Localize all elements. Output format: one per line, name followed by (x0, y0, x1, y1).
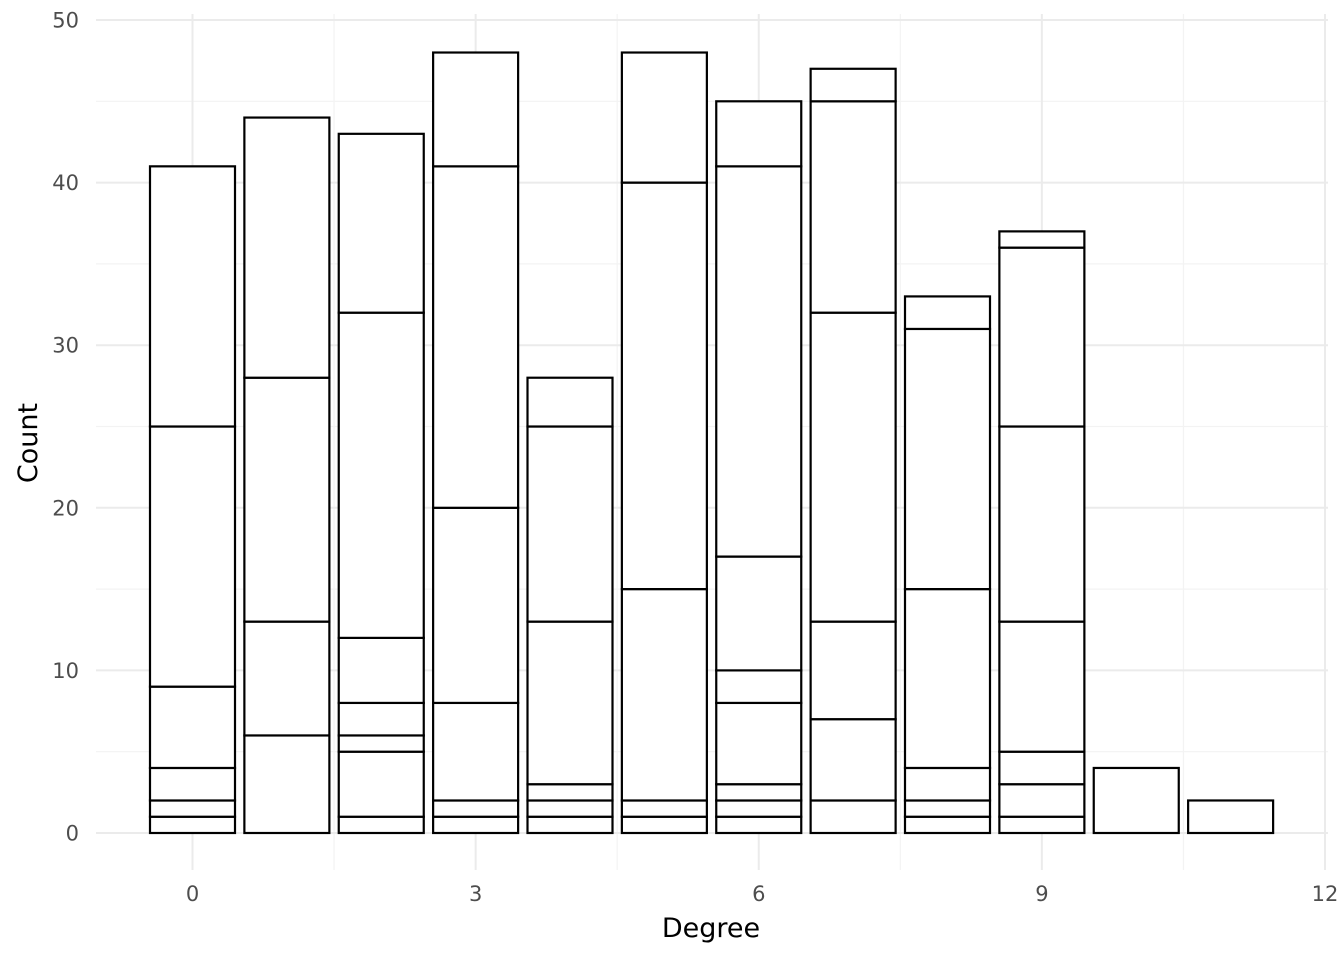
bar-segment (809, 100, 897, 314)
bar-segment (1187, 799, 1275, 835)
bar-segment (526, 799, 614, 818)
bar-stack (148, 165, 237, 835)
bar-segment (526, 815, 614, 835)
bar-segment (903, 799, 992, 818)
bar-segment (148, 685, 237, 770)
bar-segment (243, 376, 331, 623)
bar-stack (903, 295, 992, 835)
bar-segment (998, 750, 1086, 786)
bar-stack (715, 100, 803, 835)
bar-segment (243, 620, 331, 737)
y-tick-label: 20 (52, 496, 79, 520)
bar-stack (809, 67, 897, 835)
bar-segment (620, 51, 708, 184)
y-tick-label: 50 (52, 9, 79, 33)
bar-segment (809, 718, 897, 802)
bar-segment (998, 783, 1086, 818)
x-axis-tick-labels: 0 3 6 9 12 (186, 882, 1339, 906)
bar-segment (998, 620, 1086, 753)
bar-segment (337, 132, 425, 314)
bar-segment (243, 116, 331, 379)
bar-segment (148, 425, 237, 688)
bar-segment (432, 815, 520, 835)
bar-segment (620, 587, 708, 802)
x-tick-label: 3 (469, 882, 482, 906)
bar-segment (998, 230, 1086, 249)
bar-segment (432, 799, 520, 818)
bar-segment (432, 165, 520, 509)
bar-segment (432, 701, 520, 802)
bar-segment (620, 799, 708, 818)
bar-segment (903, 766, 992, 802)
bar-segment (809, 620, 897, 721)
bar-segment (620, 181, 708, 591)
bar-stack (1187, 799, 1275, 835)
bar-stack (998, 230, 1086, 835)
bar-stack (526, 376, 614, 835)
bar-segment (337, 750, 425, 818)
x-tick-label: 0 (186, 882, 199, 906)
y-tick-label: 0 (66, 822, 79, 846)
bar-segment (998, 246, 1086, 428)
bar-segment (715, 100, 803, 168)
bar-segment (148, 815, 237, 835)
bar-segment (903, 815, 992, 835)
bar-segment (526, 620, 614, 786)
x-tick-label: 12 (1312, 882, 1339, 906)
bar-stack (432, 51, 520, 835)
bar-segment (337, 815, 425, 835)
bar-segment (715, 799, 803, 818)
bar-segment (526, 783, 614, 802)
bar-segment (715, 701, 803, 786)
bar-segment (998, 815, 1086, 835)
bar-segment (809, 311, 897, 623)
bar-segment (337, 701, 425, 737)
bar-segment (526, 376, 614, 428)
x-axis-title: Degree (662, 913, 760, 944)
bar-segment (526, 425, 614, 623)
bar-segment (715, 783, 803, 802)
y-tick-label: 40 (52, 171, 79, 195)
bar-segment (1092, 766, 1180, 835)
y-tick-label: 30 (52, 334, 79, 358)
bar-segment (148, 165, 237, 428)
bar-stack (337, 132, 425, 835)
x-tick-label: 9 (1035, 882, 1048, 906)
bar-segment (337, 636, 425, 705)
x-tick-label: 6 (752, 882, 765, 906)
bar-stack (243, 116, 331, 835)
bar-segment (715, 815, 803, 835)
bar-segment (432, 506, 520, 705)
bar-segment (998, 425, 1086, 623)
bar-segment (432, 51, 520, 168)
y-tick-label: 10 (52, 659, 79, 683)
bar-segment (337, 734, 425, 753)
bar-stack (1092, 766, 1180, 835)
bar-segment (243, 734, 331, 835)
bar-segment (715, 669, 803, 705)
bar-segment (148, 799, 237, 818)
bar-segment (903, 327, 992, 591)
bar-stack (620, 51, 708, 835)
bar-segment (715, 165, 803, 558)
bar-segment (337, 311, 425, 639)
bar-segment (809, 67, 897, 103)
bar-segment (903, 587, 992, 770)
bars-layer (148, 51, 1275, 835)
y-axis-title: Count (13, 403, 44, 483)
bar-segment (620, 815, 708, 835)
y-axis-tick-labels: 0 10 20 30 40 50 (52, 9, 79, 846)
bar-segment (715, 555, 803, 672)
bar-segment (148, 766, 237, 802)
bar-segment (903, 295, 992, 331)
bar-segment (809, 799, 897, 835)
